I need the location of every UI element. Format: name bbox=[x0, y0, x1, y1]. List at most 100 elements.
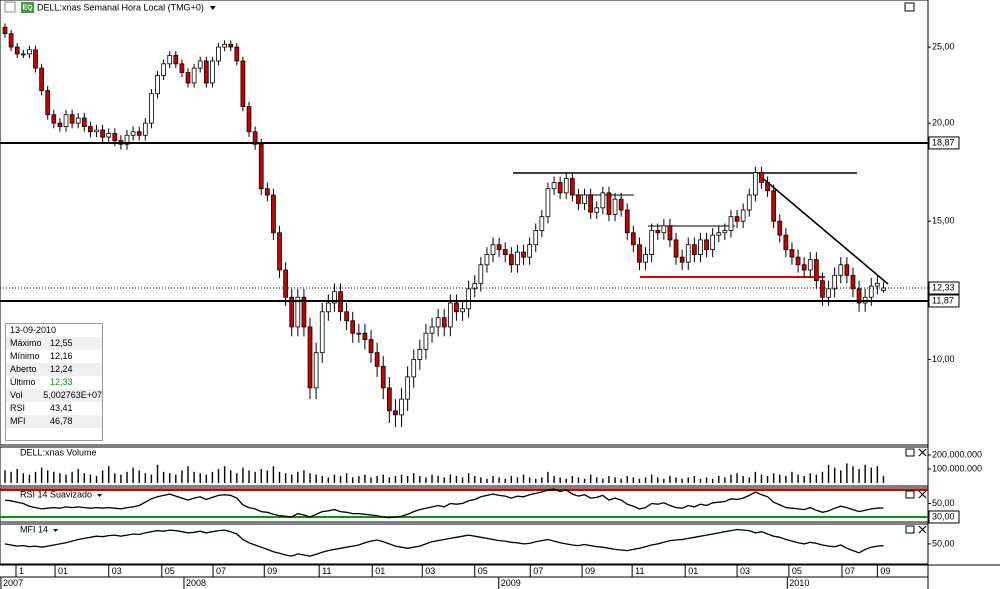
candle-body bbox=[838, 264, 844, 276]
x-tick-label: 09 bbox=[267, 566, 277, 576]
volume-bar bbox=[10, 471, 12, 483]
panel-close[interactable] bbox=[918, 448, 927, 457]
candle-body bbox=[551, 182, 557, 190]
panel-maximize[interactable] bbox=[905, 525, 915, 534]
candle-body bbox=[45, 90, 51, 116]
volume-bar bbox=[718, 475, 720, 483]
dropdown-arrow[interactable] bbox=[97, 494, 103, 497]
candle-body bbox=[344, 311, 349, 322]
candle-body bbox=[313, 352, 319, 389]
volume-bar bbox=[748, 477, 750, 483]
volume-bar bbox=[83, 473, 86, 483]
candle-body bbox=[393, 410, 398, 416]
info-label: RSI bbox=[10, 403, 26, 413]
candle-body bbox=[106, 133, 112, 138]
info-value: 5,002763E+07 bbox=[43, 390, 102, 400]
candle-body bbox=[362, 332, 368, 340]
candle-body bbox=[594, 207, 600, 213]
maximize-button[interactable] bbox=[904, 2, 915, 12]
volume-bar bbox=[169, 473, 171, 483]
volume-bar bbox=[553, 475, 555, 483]
candle-body bbox=[332, 291, 337, 304]
info-date: 13-09-2010 bbox=[6, 324, 102, 337]
y-tick-label: 15,00 bbox=[932, 216, 955, 226]
candle-body bbox=[576, 194, 581, 204]
volume-bar bbox=[498, 477, 500, 483]
volume-bar bbox=[797, 474, 799, 483]
volume-bar bbox=[681, 478, 683, 483]
candle-body bbox=[264, 188, 270, 196]
volume-bar bbox=[864, 464, 866, 483]
candle-body bbox=[807, 259, 813, 271]
panel-maximize[interactable] bbox=[905, 490, 915, 499]
x-tick-label: 1 bbox=[19, 566, 24, 576]
tick-box bbox=[928, 510, 960, 524]
candle-body bbox=[539, 216, 545, 231]
volume-bar bbox=[644, 477, 647, 483]
candle-body bbox=[130, 131, 136, 136]
candle-body bbox=[295, 296, 301, 328]
header: EQ DELL:xnas Semanal Hora Local (TMG+0) bbox=[4, 1, 915, 13]
candle-body bbox=[771, 190, 777, 222]
candle-body bbox=[191, 67, 197, 84]
candle-body bbox=[167, 54, 173, 65]
candle-body bbox=[161, 63, 166, 76]
volume-bar bbox=[4, 470, 6, 483]
volume-bar bbox=[205, 474, 208, 483]
candle-body bbox=[868, 285, 874, 298]
volume-bar bbox=[675, 477, 677, 483]
candle-body bbox=[20, 53, 26, 56]
panel-close[interactable] bbox=[918, 525, 927, 534]
volume-bar bbox=[358, 475, 360, 483]
x-tick-label: 11 bbox=[635, 566, 644, 576]
panel-close[interactable] bbox=[918, 490, 927, 499]
volume-bar bbox=[559, 477, 561, 483]
candle-body bbox=[759, 172, 764, 183]
volume-bar bbox=[608, 475, 610, 483]
volume-bar bbox=[193, 471, 195, 483]
volume-bar bbox=[528, 477, 531, 483]
year-label: 2010 bbox=[789, 578, 809, 588]
volume-bar bbox=[492, 475, 494, 483]
candle-body bbox=[569, 178, 575, 196]
candle-body bbox=[704, 239, 709, 251]
candle-body bbox=[606, 192, 612, 215]
dropdown-arrow[interactable] bbox=[53, 529, 59, 532]
dropdown-arrow[interactable] bbox=[209, 6, 216, 10]
candle-body bbox=[185, 72, 191, 84]
candle-body bbox=[746, 194, 752, 211]
volume-bar bbox=[138, 470, 140, 483]
volume-bar bbox=[705, 477, 708, 483]
candle-body bbox=[789, 249, 795, 258]
candle-body bbox=[502, 249, 508, 255]
app-icon bbox=[21, 2, 34, 13]
volume-bar bbox=[132, 467, 134, 483]
volume-bar bbox=[693, 475, 696, 483]
volume-bar bbox=[370, 477, 372, 483]
volume-bar bbox=[522, 474, 525, 483]
volume-bar bbox=[657, 477, 659, 483]
candle-body bbox=[692, 244, 697, 255]
volume-bar bbox=[327, 477, 330, 483]
year-label: 2009 bbox=[501, 578, 521, 588]
info-value: 12,24 bbox=[50, 364, 73, 374]
volume-bar bbox=[126, 471, 128, 483]
candle-body bbox=[582, 194, 587, 204]
volume-bar bbox=[510, 475, 513, 483]
volume-bar bbox=[730, 474, 732, 483]
candle-body bbox=[557, 182, 563, 194]
panel-maximize[interactable] bbox=[905, 448, 915, 457]
volume-bar bbox=[59, 473, 61, 483]
x-tick-label: 05 bbox=[165, 566, 175, 576]
volume-bar bbox=[120, 474, 122, 483]
candle-body bbox=[136, 131, 142, 136]
window-icon[interactable] bbox=[4, 1, 16, 13]
volume-bar bbox=[199, 473, 201, 483]
x-tick-label: 11 bbox=[322, 566, 331, 576]
volume-bar bbox=[486, 478, 488, 483]
candle-body bbox=[57, 122, 63, 127]
volume-bar bbox=[650, 474, 653, 483]
candle-body bbox=[844, 264, 850, 276]
volume-bar bbox=[846, 463, 848, 483]
